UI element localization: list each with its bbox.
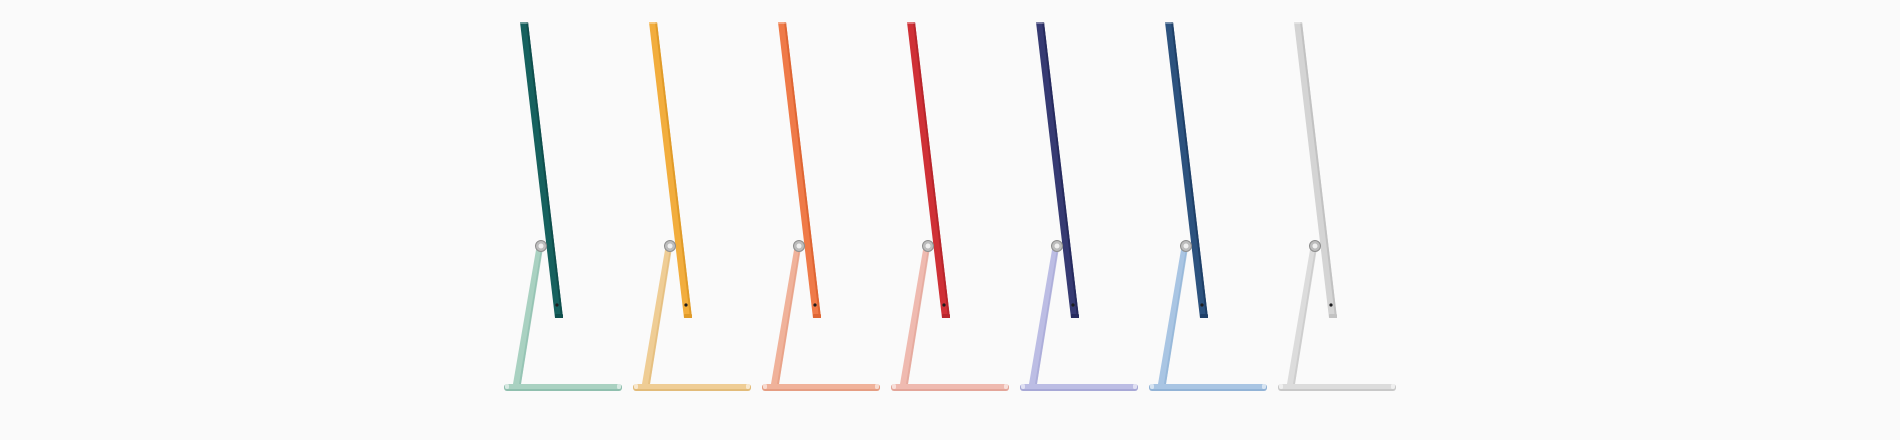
- stand-base-edge-right: [1133, 384, 1137, 389]
- display-edge: [655, 22, 692, 318]
- hinge-center: [1312, 243, 1318, 249]
- stand-arm-shading: [1035, 248, 1059, 384]
- stand-arm: [900, 244, 930, 384]
- display-bottom-cap: [1200, 314, 1208, 318]
- display-bottom-cap: [813, 314, 821, 318]
- display-port-dot: [1071, 303, 1075, 307]
- stand-base: [505, 384, 621, 389]
- imac-silver: [1278, 21, 1396, 391]
- stand-base: [1021, 384, 1137, 389]
- stand-base-edge-right: [617, 384, 621, 389]
- stand-arm-shading: [1293, 248, 1317, 384]
- display-port-dot: [684, 303, 688, 307]
- display-top-cap: [520, 21, 528, 24]
- stand-base-edge-left: [1150, 384, 1154, 389]
- imac-blue: [1149, 21, 1267, 391]
- stand-base: [763, 384, 879, 389]
- stand-arm: [1287, 244, 1317, 384]
- display-top-cap: [907, 21, 915, 24]
- display-bottom-cap: [1329, 314, 1337, 318]
- display-bottom-cap: [555, 314, 563, 318]
- stand-arm-shading: [1164, 248, 1188, 384]
- stand-base-edge-right: [746, 384, 750, 389]
- display-port-dot: [555, 303, 559, 307]
- display-top-cap: [1294, 21, 1302, 24]
- stand-arm-shading: [519, 248, 543, 384]
- stand-arm-shading: [777, 248, 801, 384]
- stand-arm: [513, 244, 543, 384]
- stand-arm: [642, 244, 672, 384]
- display-top-cap: [1165, 21, 1173, 24]
- display-edge: [1042, 22, 1079, 318]
- imac-purple: [1020, 21, 1138, 391]
- stand-base-edge-right: [875, 384, 879, 389]
- display-bottom-cap: [1071, 314, 1079, 318]
- hinge-center: [538, 243, 544, 249]
- stand-arm-shading: [906, 248, 930, 384]
- hinge-center: [1183, 243, 1189, 249]
- display-top-cap: [1036, 21, 1044, 24]
- display-top-cap: [649, 21, 657, 24]
- imac-yellow: [633, 21, 751, 391]
- stand-base-edge-left: [892, 384, 896, 389]
- stand-base-edge-left: [634, 384, 638, 389]
- display-edge: [1300, 22, 1337, 318]
- stand-base: [1150, 384, 1266, 389]
- stand-arm: [1029, 244, 1059, 384]
- stand-arm-shading: [648, 248, 672, 384]
- display-edge: [1171, 22, 1208, 318]
- imac-red: [891, 21, 1009, 391]
- display-port-dot: [813, 303, 817, 307]
- display-edge: [913, 22, 950, 318]
- display-port-dot: [1200, 303, 1204, 307]
- display-edge: [784, 22, 821, 318]
- stand-base-edge-left: [1279, 384, 1283, 389]
- stand-base: [892, 384, 1008, 389]
- display-bottom-cap: [684, 314, 692, 318]
- display-port-dot: [942, 303, 946, 307]
- hinge-center: [925, 243, 931, 249]
- stand-arm: [771, 244, 801, 384]
- stand-base-edge-left: [505, 384, 509, 389]
- stand-base-edge-right: [1391, 384, 1395, 389]
- stand-base: [1279, 384, 1395, 389]
- stand-base-edge-left: [1021, 384, 1025, 389]
- hinge-center: [667, 243, 673, 249]
- imac-green: [504, 21, 622, 391]
- display-port-dot: [1329, 303, 1333, 307]
- stand-base-edge-right: [1004, 384, 1008, 389]
- hinge-center: [796, 243, 802, 249]
- stand-base: [634, 384, 750, 389]
- display-edge: [526, 22, 563, 318]
- stand-base-edge-left: [763, 384, 767, 389]
- display-top-cap: [778, 21, 786, 24]
- imac-orange: [762, 21, 880, 391]
- stand-base-edge-right: [1262, 384, 1266, 389]
- hinge-center: [1054, 243, 1060, 249]
- stand-arm: [1158, 244, 1188, 384]
- display-bottom-cap: [942, 314, 950, 318]
